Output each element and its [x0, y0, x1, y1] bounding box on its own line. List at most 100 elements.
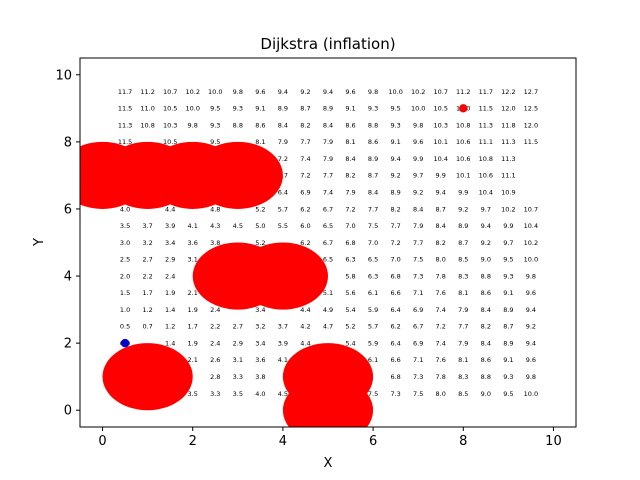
cost-label: 8.4 [323, 121, 333, 129]
cost-label: 7.8 [436, 272, 446, 280]
cost-label: 7.7 [458, 323, 468, 331]
obstacle-circle [237, 242, 328, 310]
x-tick-label: 6 [369, 434, 377, 449]
cost-label: 7.0 [368, 239, 378, 247]
cost-label: 7.6 [436, 356, 446, 364]
cost-label: 3.6 [188, 239, 198, 247]
cost-label: 10.2 [411, 88, 425, 96]
cost-label: 1.2 [165, 323, 175, 331]
y-tick-label: 4 [64, 270, 72, 285]
cost-label: 8.3 [458, 373, 468, 381]
cost-label: 9.3 [233, 105, 243, 113]
cost-label: 8.8 [368, 121, 378, 129]
cost-label: 4.2 [300, 323, 310, 331]
cost-label: 9.7 [413, 172, 423, 180]
y-tick-label: 10 [55, 68, 72, 83]
cost-label: 2.1 [188, 356, 198, 364]
cost-label: 5.6 [345, 289, 355, 297]
cost-label: 7.1 [413, 289, 423, 297]
cost-label: 8.7 [458, 239, 468, 247]
cost-label: 3.7 [278, 323, 288, 331]
cost-label: 12.5 [524, 105, 538, 113]
y-tick-label: 8 [64, 135, 72, 150]
cost-label: 7.7 [390, 222, 400, 230]
cost-label: 10.0 [388, 88, 402, 96]
cost-label: 3.5 [233, 390, 243, 398]
x-tick-label: 4 [279, 434, 287, 449]
cost-label: 9.5 [503, 390, 513, 398]
cost-label: 10.0 [524, 390, 538, 398]
cost-label: 10.7 [524, 205, 538, 213]
cost-label: 7.3 [413, 373, 423, 381]
cost-label: 6.7 [413, 323, 423, 331]
cost-label: 9.6 [526, 356, 536, 364]
cost-label: 10.3 [163, 121, 177, 129]
cost-label: 10.7 [163, 88, 177, 96]
cost-label: 3.6 [255, 356, 265, 364]
cost-label: 2.9 [233, 339, 243, 347]
cost-label: 8.5 [458, 256, 468, 264]
cost-label: 5.4 [345, 339, 355, 347]
cost-label: 9.5 [390, 105, 400, 113]
cost-label: 9.1 [345, 105, 355, 113]
cost-label: 4.5 [278, 390, 288, 398]
cost-label: 9.9 [436, 172, 446, 180]
cost-label: 7.0 [390, 256, 400, 264]
cost-label: 8.7 [368, 172, 378, 180]
cost-label: 3.8 [255, 373, 265, 381]
x-tick-label: 10 [545, 434, 562, 449]
cost-label: 10.2 [501, 205, 515, 213]
cost-label: 7.9 [458, 306, 468, 314]
cost-label: 5.9 [368, 339, 378, 347]
cost-label: 7.5 [413, 390, 423, 398]
cost-label: 9.2 [481, 239, 491, 247]
cost-label: 2.2 [142, 272, 152, 280]
cost-label: 9.9 [503, 222, 513, 230]
cost-label: 11.5 [118, 105, 132, 113]
cost-label: 4.1 [278, 356, 288, 364]
cost-label: 8.4 [345, 155, 355, 163]
cost-label: 8.7 [503, 323, 513, 331]
cost-label: 12.0 [501, 105, 515, 113]
cost-label: 8.1 [458, 289, 468, 297]
cost-label: 1.2 [142, 306, 152, 314]
cost-label: 7.2 [300, 172, 310, 180]
cost-label: 9.3 [503, 272, 513, 280]
cost-label: 7.4 [300, 155, 310, 163]
cost-label: 8.9 [323, 105, 333, 113]
cost-label: 10.1 [456, 172, 470, 180]
cost-label: 4.9 [323, 306, 333, 314]
cost-label: 8.7 [436, 205, 446, 213]
cost-label: 2.4 [210, 339, 220, 347]
x-axis-label: X [324, 456, 333, 471]
cost-label: 6.8 [345, 239, 355, 247]
cost-label: 7.2 [436, 323, 446, 331]
cost-label: 5.8 [345, 272, 355, 280]
cost-label: 4.4 [165, 205, 175, 213]
cost-label: 9.4 [526, 339, 536, 347]
cost-label: 3.2 [142, 239, 152, 247]
cost-label: 6.6 [390, 289, 400, 297]
cost-label: 10.5 [163, 138, 177, 146]
cost-label: 3.4 [255, 339, 265, 347]
cost-label: 11.2 [140, 88, 154, 96]
cost-label: 0.5 [120, 323, 130, 331]
cost-label: 4.0 [255, 390, 265, 398]
cost-label: 8.1 [255, 138, 265, 146]
cost-label: 7.2 [345, 205, 355, 213]
cost-label: 8.2 [481, 323, 491, 331]
cost-label: 9.6 [413, 138, 423, 146]
cost-label: 7.8 [436, 373, 446, 381]
cost-label: 1.4 [165, 339, 175, 347]
cost-label: 7.7 [368, 205, 378, 213]
cost-label: 9.1 [255, 105, 265, 113]
cost-label: 4.4 [300, 339, 310, 347]
cost-label: 10.0 [524, 256, 538, 264]
cost-label: 8.9 [503, 306, 513, 314]
cost-label: 11.3 [501, 155, 515, 163]
markers [120, 104, 468, 348]
cost-label: 8.6 [345, 121, 355, 129]
cost-label: 8.4 [481, 306, 491, 314]
cost-label: 8.9 [278, 105, 288, 113]
cost-label: 6.2 [390, 323, 400, 331]
